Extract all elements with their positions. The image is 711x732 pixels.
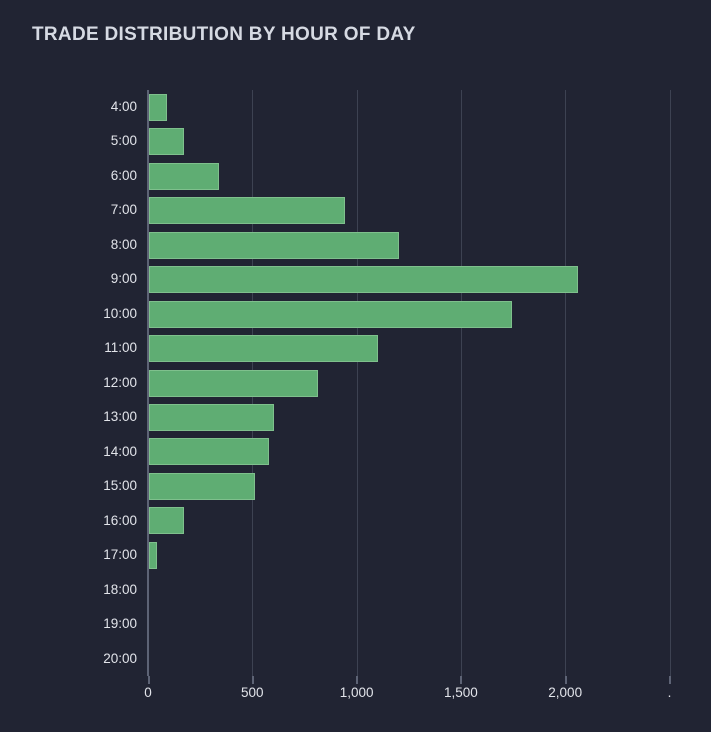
x-tick-mark [147, 676, 150, 684]
bar [149, 197, 346, 225]
gridline [460, 90, 462, 676]
y-tick-label: 13:00 [103, 409, 137, 425]
x-tick-mark [460, 676, 463, 684]
x-tick-label: . [667, 685, 672, 700]
y-tick-label: 9:00 [110, 271, 137, 287]
x-tick-label: 2,000 [548, 685, 583, 700]
gridline [356, 90, 358, 676]
bar [149, 472, 256, 500]
bar [149, 541, 158, 569]
x-tick-mark [356, 676, 359, 684]
gridline [669, 90, 671, 676]
bar [149, 300, 512, 328]
bar [149, 266, 578, 294]
y-tick-label: 7:00 [110, 202, 137, 218]
y-tick-label: 16:00 [103, 512, 137, 528]
y-tick-label: 15:00 [103, 478, 137, 494]
y-tick-label: 4:00 [110, 99, 137, 114]
bar [149, 231, 400, 259]
bar [149, 93, 167, 121]
y-tick-label: 18:00 [103, 581, 137, 597]
y-tick-label: 8:00 [110, 236, 137, 252]
bar [149, 128, 185, 156]
y-tick-label: 5:00 [110, 133, 137, 149]
y-tick-label: 19:00 [103, 616, 137, 632]
x-tick-label: 1,000 [339, 685, 374, 700]
y-tick-label: 12:00 [103, 374, 137, 390]
x-tick-label: 500 [241, 685, 264, 700]
gridline [565, 90, 567, 676]
bar [149, 335, 379, 363]
bar [149, 162, 219, 190]
bar [149, 369, 318, 397]
bar [149, 438, 269, 466]
y-axis-line [147, 90, 149, 676]
x-tick-mark [564, 676, 567, 684]
x-tick-label: 0 [144, 685, 152, 700]
x-tick-mark [669, 676, 671, 684]
y-tick-label: 11:00 [104, 340, 137, 356]
y-tick-label: 17:00 [103, 547, 137, 563]
bar [149, 403, 275, 431]
bar [149, 507, 185, 535]
x-tick-mark [251, 676, 254, 684]
y-tick-label: 10:00 [103, 305, 137, 321]
x-tick-label: 1,500 [443, 685, 478, 700]
y-tick-label: 6:00 [110, 167, 137, 183]
chart-title: TRADE DISTRIBUTION BY HOUR OF DAY [32, 24, 416, 45]
y-tick-label: 14:00 [103, 443, 137, 459]
y-tick-label: 20:00 [103, 650, 137, 666]
